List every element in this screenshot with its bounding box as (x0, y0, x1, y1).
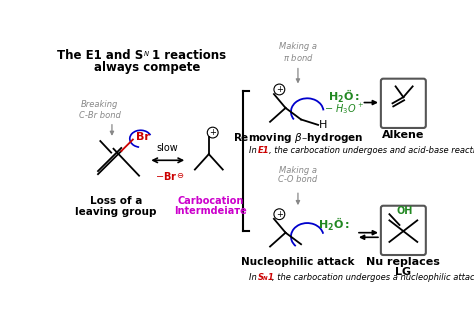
Text: S: S (258, 273, 264, 282)
Text: Removing $\beta$–hydrogen: Removing $\beta$–hydrogen (233, 131, 363, 145)
Text: Making a: Making a (279, 43, 317, 52)
Text: Carbocation: Carbocation (177, 196, 244, 206)
Text: In: In (249, 273, 259, 282)
Text: Alkene: Alkene (382, 129, 425, 139)
Text: $\mathbf{H_2\ddot{O}:}$: $\mathbf{H_2\ddot{O}:}$ (319, 217, 350, 233)
Text: E1: E1 (258, 147, 269, 156)
Text: Breaking
C-Br bond: Breaking C-Br bond (79, 100, 120, 120)
Text: OH: OH (397, 206, 413, 216)
Text: +: + (276, 85, 283, 94)
Text: $\ominus$: $\ominus$ (176, 171, 184, 180)
Text: C-O bond: C-O bond (278, 175, 318, 184)
Text: leaving group: leaving group (75, 207, 156, 217)
Text: Br: Br (136, 132, 150, 142)
FancyBboxPatch shape (381, 79, 426, 128)
Text: $-\ H_3O^+$: $-\ H_3O^+$ (325, 101, 365, 116)
Text: H: H (319, 120, 327, 130)
Text: 1 reactions: 1 reactions (152, 49, 227, 62)
Text: Nucleophilic attack: Nucleophilic attack (241, 257, 355, 267)
Text: Loss of a: Loss of a (90, 196, 142, 206)
Text: 1: 1 (268, 273, 273, 282)
Text: , the carbocation undergoes and acid-base reaction.: , the carbocation undergoes and acid-bas… (269, 147, 474, 156)
Text: $_N$: $_N$ (143, 49, 150, 60)
Text: $-$Br: $-$Br (155, 170, 177, 182)
Text: Making a: Making a (279, 166, 317, 175)
Text: LG: LG (395, 267, 411, 277)
Text: The E1 and S: The E1 and S (57, 49, 143, 62)
Text: In: In (249, 147, 259, 156)
Text: $\mathbf{H_2\ddot{O}:}$: $\mathbf{H_2\ddot{O}:}$ (328, 88, 360, 105)
Text: , the carbocation undergoes a nucleophilic attack.: , the carbocation undergoes a nucleophil… (273, 273, 474, 282)
Text: $\pi$ bond: $\pi$ bond (283, 52, 313, 63)
Text: Intermdeiате: Intermdeiате (174, 206, 247, 216)
Text: Nu replaces: Nu replaces (366, 257, 440, 267)
Text: +: + (209, 128, 216, 137)
Text: always compete: always compete (94, 61, 200, 74)
Text: +: + (276, 210, 283, 219)
Text: Alkene: Alkene (403, 90, 408, 91)
Text: N: N (263, 276, 268, 281)
Text: slow: slow (157, 143, 179, 153)
FancyBboxPatch shape (381, 206, 426, 255)
